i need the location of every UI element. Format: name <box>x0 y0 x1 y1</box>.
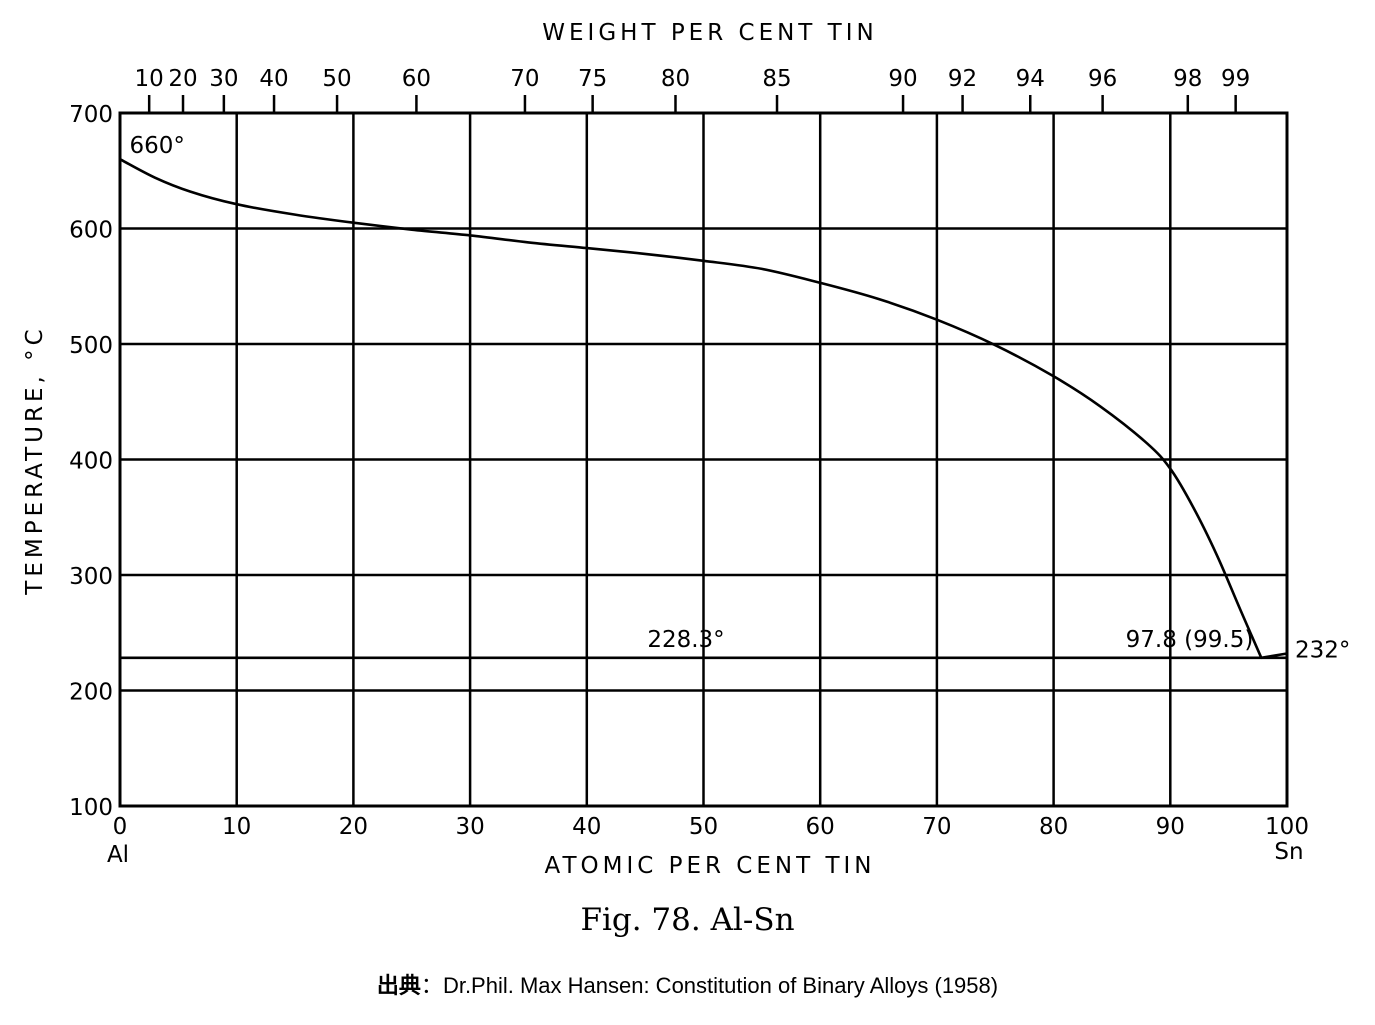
annotation-label: 660° <box>130 133 185 159</box>
x-tick-label: 20 <box>339 814 368 840</box>
x-tick-label: 90 <box>1156 814 1185 840</box>
axis-ticks <box>147 95 1237 113</box>
weight-tick-label: 10 <box>135 66 164 92</box>
weight-tick-label: 50 <box>322 66 351 92</box>
weight-tick-label: 30 <box>209 66 238 92</box>
annotations: 660° 228.3° 97.8 (99.5) 232° <box>130 133 1351 663</box>
x-tick-label: 60 <box>806 814 835 840</box>
annotation-label: 97.8 (99.5) <box>1126 627 1254 653</box>
plot-frame <box>118 111 1289 808</box>
weight-tick-label: 98 <box>1173 66 1202 92</box>
grid-lines <box>120 113 1287 806</box>
source-prefix: 出典 <box>376 973 421 998</box>
weight-tick-label: 90 <box>888 66 917 92</box>
x-tick-label: 0 <box>113 814 128 840</box>
figure-caption: Fig. 78. Al-Sn <box>580 902 795 938</box>
liquidus-curve-al-side <box>119 158 1263 659</box>
x-tick-label: 50 <box>689 814 718 840</box>
weight-tick-label: 80 <box>661 66 690 92</box>
x-tick-label: 10 <box>222 814 251 840</box>
weight-tick-label: 60 <box>402 66 431 92</box>
y-tick-label: 400 <box>69 449 113 475</box>
annotation-label: 232° <box>1295 638 1350 664</box>
series-lines <box>119 158 1288 660</box>
x-tick-label: 80 <box>1039 814 1068 840</box>
y-tick-label: 300 <box>69 564 113 590</box>
weight-tick-label: 99 <box>1221 66 1250 92</box>
weight-tick-label: 94 <box>1016 66 1045 92</box>
endpoint-label-sn: Sn <box>1274 839 1303 865</box>
x-tick-label: 70 <box>922 814 951 840</box>
top-axis-title: WEIGHT PER CENT TIN <box>542 20 877 46</box>
weight-tick-label: 40 <box>259 66 288 92</box>
source-text: Dr.Phil. Max Hansen: Constitution of Bin… <box>442 973 999 998</box>
y-tick-label: 100 <box>69 795 113 821</box>
weight-tick-label: 75 <box>578 66 607 92</box>
source-separator: ： <box>420 973 443 998</box>
weight-tick-label: 96 <box>1088 66 1117 92</box>
weight-tick-label: 70 <box>510 66 539 92</box>
y-axis-title: TEMPERATURE, °C <box>22 325 48 595</box>
annotation-label: 228.3° <box>647 627 724 653</box>
y-tick-label: 600 <box>69 218 113 244</box>
bottom-axis-title: ATOMIC PER CENT TIN <box>545 853 876 879</box>
y-tick-label: 500 <box>69 333 113 359</box>
weight-tick-label: 85 <box>762 66 791 92</box>
x-tick-label: 40 <box>572 814 601 840</box>
endpoint-label-al: Al <box>107 842 129 868</box>
axis-labels: 0 10 20 30 40 50 60 70 80 90 100100200300400500600… <box>69 66 1309 840</box>
weight-tick-label: 20 <box>168 66 197 92</box>
x-tick-label: 100 <box>1265 814 1309 840</box>
y-tick-label: 200 <box>69 680 113 706</box>
y-tick-label: 700 <box>69 102 113 128</box>
source-citation: 出典：Dr.Phil. Max Hansen: Constitution of … <box>0 968 1375 1000</box>
x-tick-label: 30 <box>455 814 484 840</box>
weight-tick-label: 92 <box>948 66 977 92</box>
